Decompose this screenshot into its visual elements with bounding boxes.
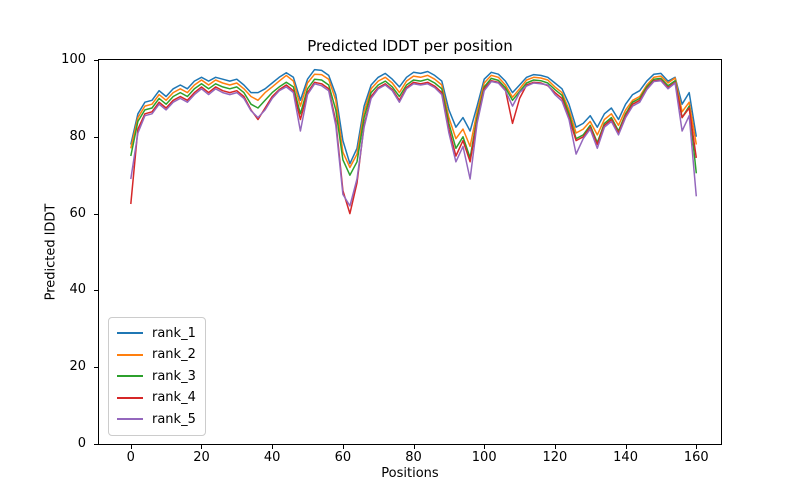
x-tick-mark [413,445,415,449]
x-tick-label: 120 [542,450,568,465]
x-tick-label: 60 [334,450,352,465]
series-line-rank_3 [130,77,698,176]
y-tick-mark [94,367,98,369]
x-tick-mark [696,445,698,449]
legend-label: rank_1 [152,325,196,341]
series-line-rank_5 [130,79,698,207]
series-line-rank_1 [130,68,698,165]
series-line-rank_2 [130,73,698,169]
legend-line-rank_1 [117,332,143,335]
legend-line-rank_4 [117,396,143,399]
x-tick-label: 100 [471,450,497,465]
x-tick-mark [625,445,627,449]
x-tick-label: 80 [405,450,422,465]
legend-label: rank_4 [152,390,196,406]
x-tick-mark [342,445,344,449]
line-chart [130,68,698,215]
y-tick-label: 40 [69,282,86,298]
x-tick-label: 160 [683,450,709,465]
y-tick-mark [94,444,98,445]
y-tick-mark [94,290,98,292]
x-axis-label: Positions [381,466,439,481]
legend-line-rank_5 [117,418,143,421]
legend-line-rank_2 [117,353,143,356]
x-tick-mark [272,445,274,449]
legend-entry-rank_2: rank_2 [117,344,196,366]
legend-entry-rank_3: rank_3 [117,366,196,388]
legend: rank_1 rank_2 rank_3 rank_4 rank_5 [108,316,206,436]
y-tick-label: 100 [61,52,86,67]
legend-entry-rank_1: rank_1 [117,323,196,345]
x-tick-mark [201,445,203,449]
y-tick-label: 0 [77,436,86,451]
y-tick-mark [94,136,98,138]
plot-area: rank_1 rank_2 rank_3 rank_4 rank_5 [98,59,722,445]
y-tick-label: 60 [69,205,86,221]
y-tick-mark [94,60,98,61]
legend-entry-rank_4: rank_4 [117,387,196,409]
legend-label: rank_5 [152,411,196,427]
y-tick-label: 20 [69,359,86,375]
x-tick-label: 40 [263,450,281,465]
x-tick-label: 20 [193,450,210,465]
x-tick-mark [554,445,556,449]
legend-line-rank_3 [117,375,143,378]
y-tick-label: 80 [69,128,86,144]
legend-entry-rank_5: rank_5 [117,409,196,431]
series-line-rank_4 [130,79,698,215]
x-tick-label: 140 [613,450,638,465]
x-tick-mark [484,445,486,449]
y-tick-mark [94,213,98,215]
x-tick-mark [130,445,132,449]
x-tick-label: 0 [126,450,135,465]
chart-title: Predicted lDDT per position [307,37,513,55]
legend-label: rank_3 [152,368,196,384]
legend-label: rank_2 [152,347,196,363]
